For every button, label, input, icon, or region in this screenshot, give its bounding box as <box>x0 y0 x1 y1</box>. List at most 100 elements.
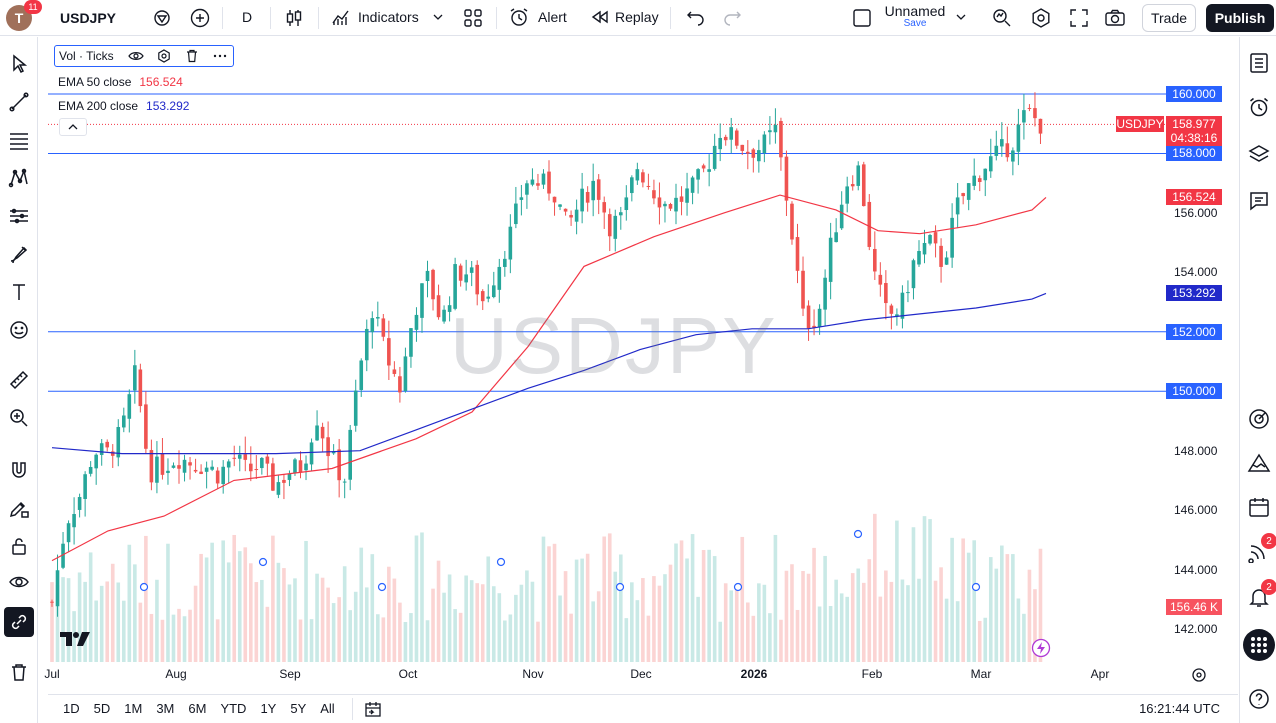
technicals-button[interactable] <box>1245 405 1273 433</box>
candle-body <box>359 360 364 390</box>
text-tool[interactable] <box>4 277 34 307</box>
fullscreen-icon[interactable] <box>1067 6 1091 30</box>
add-symbol-icon[interactable] <box>189 7 211 29</box>
range-button-1d[interactable]: 1D <box>63 701 80 716</box>
time-axis-settings-icon[interactable] <box>1190 666 1208 684</box>
ema200-legend[interactable]: EMA 200 close 153.292 <box>54 97 234 115</box>
range-button-6m[interactable]: 6M <box>188 701 207 716</box>
range-button-1m[interactable]: 1M <box>124 701 143 716</box>
candle-body <box>674 197 678 212</box>
interval-button[interactable]: D <box>242 9 253 25</box>
object-tree-button[interactable] <box>1245 141 1273 169</box>
magnet-tool[interactable] <box>4 455 34 485</box>
range-button-5d[interactable]: 5D <box>93 701 111 716</box>
templates-icon[interactable] <box>462 7 484 29</box>
candle-body <box>342 481 347 483</box>
ema50-legend[interactable]: EMA 50 close 156.524 <box>54 73 234 91</box>
chat-bubble-icon <box>1250 192 1268 211</box>
watchlist-button[interactable] <box>1245 49 1273 77</box>
alert-button[interactable]: Alert <box>508 6 567 28</box>
fib-tool[interactable] <box>4 125 34 155</box>
time-axis[interactable]: Jul Aug Sep Oct Nov Dec 2026 Feb Mar Apr <box>44 662 1232 684</box>
settings-gear-icon[interactable] <box>1029 6 1053 30</box>
quick-search-icon[interactable] <box>990 6 1014 30</box>
lock-drawings-tool[interactable] <box>4 531 34 561</box>
replay-button[interactable]: Replay <box>589 6 659 28</box>
camera-icon[interactable] <box>1103 6 1127 30</box>
range-button-1y[interactable]: 1Y <box>260 701 277 716</box>
signals-button[interactable]: 2 <box>1245 533 1276 565</box>
remove-drawings-tool[interactable] <box>4 657 34 687</box>
redo-icon[interactable] <box>722 7 744 29</box>
utc-clock[interactable]: 16:21:44 UTC <box>1139 701 1220 716</box>
gear-icon[interactable] <box>156 48 172 64</box>
alerts-panel-button[interactable] <box>1245 93 1273 121</box>
trade-button[interactable]: Trade <box>1142 4 1196 32</box>
zoom-tool[interactable] <box>4 403 34 433</box>
candle-body <box>61 543 65 568</box>
layout-name-button[interactable]: Unnamed Save <box>880 3 950 29</box>
candle-body <box>182 459 187 473</box>
volume-bar <box>817 606 822 662</box>
candle-type-icon[interactable] <box>283 7 305 29</box>
volume-bar <box>271 535 275 662</box>
range-button-5y[interactable]: 5Y <box>290 701 307 716</box>
trend-line-tool[interactable] <box>4 87 34 117</box>
range-button-all[interactable]: All <box>320 701 335 716</box>
undo-icon[interactable] <box>684 7 706 29</box>
candle-body <box>723 136 728 141</box>
more-icon[interactable] <box>212 48 228 64</box>
pattern-tool[interactable] <box>4 163 34 193</box>
symbol-watermark: USDJPY <box>450 301 778 390</box>
event-marker <box>971 582 981 592</box>
candle-body <box>928 234 932 244</box>
brush-tool[interactable] <box>4 239 34 269</box>
compare-icon[interactable] <box>152 8 172 28</box>
volume-bar <box>110 563 115 662</box>
volume-bar <box>298 619 303 662</box>
volume-bar <box>226 562 231 662</box>
calendar-button[interactable] <box>1245 493 1273 521</box>
volume-bar <box>939 567 943 662</box>
volume-bar <box>790 564 794 662</box>
date-range-calendar-icon[interactable] <box>363 699 383 719</box>
candle-body <box>276 482 281 495</box>
notifications-button[interactable]: 2 <box>1245 579 1276 611</box>
candle-body <box>834 232 838 243</box>
hide-drawings-tool[interactable] <box>4 567 34 597</box>
ideas-button[interactable] <box>1245 449 1273 477</box>
candle-body <box>707 169 711 172</box>
apps-grid-button[interactable] <box>1243 629 1275 661</box>
help-button[interactable] <box>1245 685 1273 713</box>
chevron-down-icon[interactable] <box>433 12 443 22</box>
publish-button[interactable]: Publish <box>1206 4 1274 32</box>
emoji-tool[interactable] <box>4 315 34 345</box>
symbol-search-button[interactable]: USDJPY <box>50 5 176 31</box>
collapse-legend-button[interactable] <box>59 118 87 136</box>
chats-button[interactable] <box>1245 187 1273 215</box>
drawing-toolbar <box>0 37 38 723</box>
measure-tool[interactable] <box>4 365 34 395</box>
trash-icon[interactable] <box>184 48 200 64</box>
price-chart[interactable] <box>48 42 1166 662</box>
date-range-selector: 1D 5D 1M 3M 6M YTD 1Y 5Y All <box>56 701 342 716</box>
candle-body <box>591 180 595 201</box>
chevron-down-icon[interactable] <box>956 12 966 22</box>
volume-bar <box>746 602 750 662</box>
range-button-ytd[interactable]: YTD <box>220 701 247 716</box>
eye-icon[interactable] <box>127 48 144 64</box>
layout-checkbox-icon[interactable] <box>851 7 873 29</box>
price-axis[interactable]: 160.000 158.000 156.000 154.000 152.000 150.0… <box>1166 42 1232 662</box>
link-tool[interactable] <box>4 607 34 637</box>
save-label[interactable]: Save <box>903 18 927 29</box>
range-button-3m[interactable]: 3M <box>156 701 175 716</box>
candle-body <box>988 156 993 172</box>
candle-body <box>657 197 662 208</box>
forecast-tool[interactable] <box>4 201 34 231</box>
volume-bar <box>94 600 98 662</box>
cursor-tool[interactable] <box>4 49 34 79</box>
lightning-icon[interactable] <box>1031 638 1051 658</box>
stay-drawing-tool[interactable] <box>4 493 34 523</box>
indicators-button[interactable]: Indicators <box>330 6 443 28</box>
volume-legend[interactable]: Vol · Ticks <box>54 45 234 67</box>
